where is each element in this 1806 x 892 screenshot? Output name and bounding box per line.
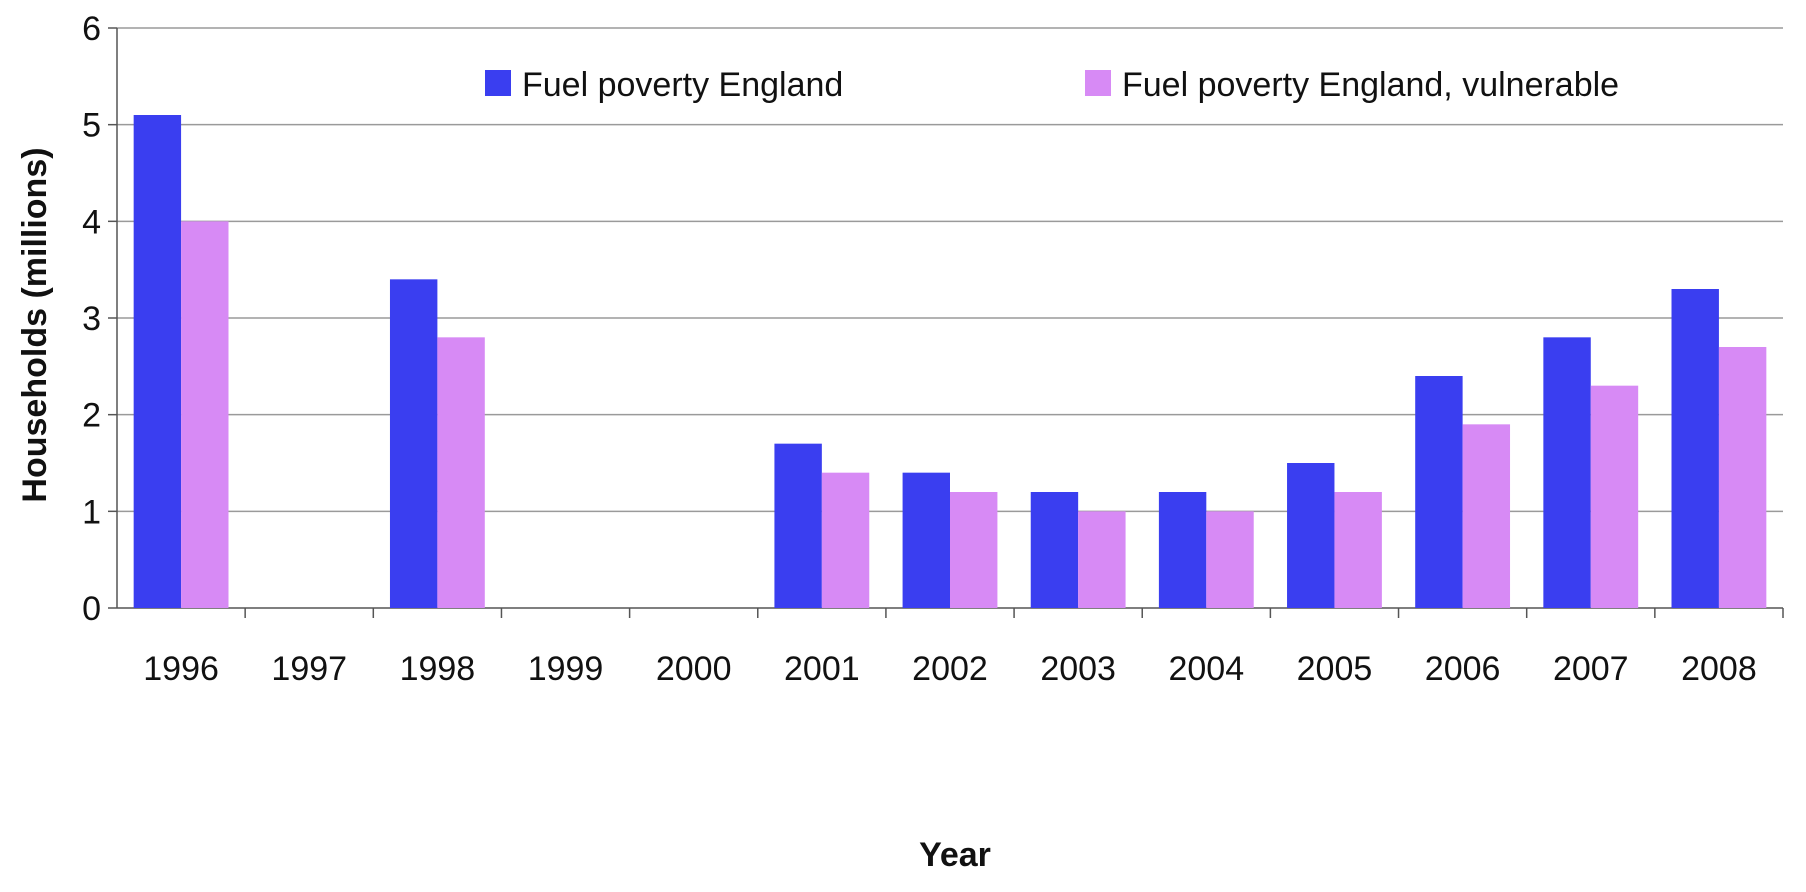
bar-fuel-poverty-england-vulnerable-2004 xyxy=(1206,511,1254,608)
x-tick-label: 2006 xyxy=(1425,650,1501,688)
y-tick-label: 5 xyxy=(82,107,101,145)
bar-fuel-poverty-england-2002 xyxy=(902,472,950,608)
bar-fuel-poverty-england-vulnerable-2007 xyxy=(1590,385,1639,608)
x-tick-label: 1999 xyxy=(528,650,604,688)
bar-fuel-poverty-england-2005 xyxy=(1287,463,1335,608)
x-tick-label: 2000 xyxy=(656,650,732,688)
x-tick-label: 2004 xyxy=(1168,650,1244,688)
y-tick-label: 6 xyxy=(82,10,101,48)
bar-fuel-poverty-england-2008 xyxy=(1671,289,1719,608)
x-tick-label: 2005 xyxy=(1297,650,1373,688)
x-tick-label: 1996 xyxy=(143,650,219,688)
bar-fuel-poverty-england-2003 xyxy=(1030,492,1079,608)
y-tick-label: 4 xyxy=(82,203,101,241)
bar-fuel-poverty-england-vulnerable-2008 xyxy=(1718,347,1767,608)
x-tick-label: 2007 xyxy=(1553,650,1629,688)
bar-fuel-poverty-england-2001 xyxy=(774,443,822,608)
tick-labels: 0 1 2 3 4 5 6 1996 1997 1998 1999 2000 2001 2002 2003 2… xyxy=(82,10,1757,688)
x-tick-label: 2003 xyxy=(1040,650,1116,688)
bar-fuel-poverty-england-1996 xyxy=(133,115,182,608)
legend-label-fuel-poverty-england: Fuel poverty England xyxy=(522,66,843,104)
y-axis-title: Households (millions) xyxy=(16,147,54,502)
y-tick-label: 2 xyxy=(82,397,101,435)
bar-fuel-poverty-england-vulnerable-1998 xyxy=(437,337,485,608)
y-tick-label: 0 xyxy=(82,590,101,628)
bar-fuel-poverty-england-vulnerable-2005 xyxy=(1334,492,1382,608)
legend-label-fuel-poverty-england-vulnerable: Fuel poverty England, vulnerable xyxy=(1122,66,1619,104)
legend-swatch-fuel-poverty-england-vulnerable xyxy=(1085,70,1111,96)
bar-fuel-poverty-england-vulnerable-1996 xyxy=(181,221,229,609)
bar-fuel-poverty-england-2007 xyxy=(1543,337,1591,608)
bar-fuel-poverty-england-vulnerable-2002 xyxy=(950,492,998,608)
y-tick-label: 3 xyxy=(82,300,101,338)
bar-fuel-poverty-england-2004 xyxy=(1158,492,1207,608)
bar-fuel-poverty-england-vulnerable-2001 xyxy=(821,472,870,608)
bar-fuel-poverty-england-2006 xyxy=(1415,376,1463,608)
legend-swatch-fuel-poverty-england xyxy=(485,70,511,96)
x-tick-label: 2001 xyxy=(784,650,860,688)
bars xyxy=(133,115,1767,609)
bar-fuel-poverty-england-vulnerable-2003 xyxy=(1078,511,1126,608)
y-tick-label: 1 xyxy=(82,493,101,531)
x-tick-label: 1997 xyxy=(271,650,347,688)
x-tick-label: 2008 xyxy=(1681,650,1757,688)
legend: Fuel poverty England Fuel poverty Englan… xyxy=(485,66,1619,104)
bar-fuel-poverty-england-vulnerable-2006 xyxy=(1462,424,1511,608)
x-axis-title: Year xyxy=(919,836,991,874)
x-tick-label: 2002 xyxy=(912,650,988,688)
bar-fuel-poverty-england-1998 xyxy=(389,279,438,608)
x-tick-label: 1998 xyxy=(400,650,476,688)
